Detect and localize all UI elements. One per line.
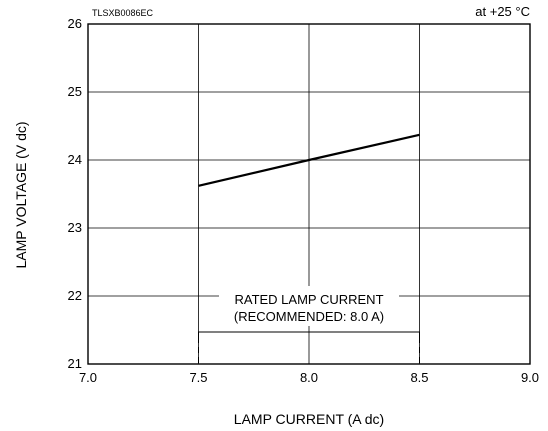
x-axis-title: LAMP CURRENT (A dc) bbox=[234, 411, 384, 427]
annotation-background bbox=[219, 286, 399, 326]
annotation-line-2: (RECOMMENDED: 8.0 A) bbox=[234, 309, 384, 324]
x-tick-label: 9.0 bbox=[521, 370, 539, 385]
y-tick-label: 25 bbox=[68, 84, 82, 99]
y-tick-labels: 21 22 23 24 25 26 bbox=[68, 16, 82, 371]
y-tick-label: 22 bbox=[68, 288, 82, 303]
series-line-0 bbox=[198, 133, 420, 187]
y-tick-label: 23 bbox=[68, 220, 82, 235]
plot-frame bbox=[87, 23, 531, 365]
x-tick-label: 8.5 bbox=[410, 370, 428, 385]
x-tick-labels: 7.0 7.5 8.0 8.5 9.0 bbox=[79, 370, 539, 385]
annotation-line-1: RATED LAMP CURRENT bbox=[234, 292, 383, 307]
x-tick-label: 7.5 bbox=[189, 370, 207, 385]
y-axis-title: LAMP VOLTAGE (V dc) bbox=[13, 121, 29, 268]
y-tick-label: 21 bbox=[68, 356, 82, 371]
x-tick-label: 7.0 bbox=[79, 370, 97, 385]
rated-range-bracket bbox=[198, 331, 420, 343]
x-tick-label: 8.0 bbox=[300, 370, 318, 385]
y-tick-label: 26 bbox=[68, 16, 82, 31]
y-tick-label: 24 bbox=[68, 152, 82, 167]
series bbox=[198, 133, 420, 187]
temperature-condition-label: at +25 °C bbox=[475, 4, 530, 19]
figure-code-label: TLSXB0086EC bbox=[92, 8, 154, 18]
rated-current-annotation: RATED LAMP CURRENT (RECOMMENDED: 8.0 A) bbox=[198, 286, 420, 364]
